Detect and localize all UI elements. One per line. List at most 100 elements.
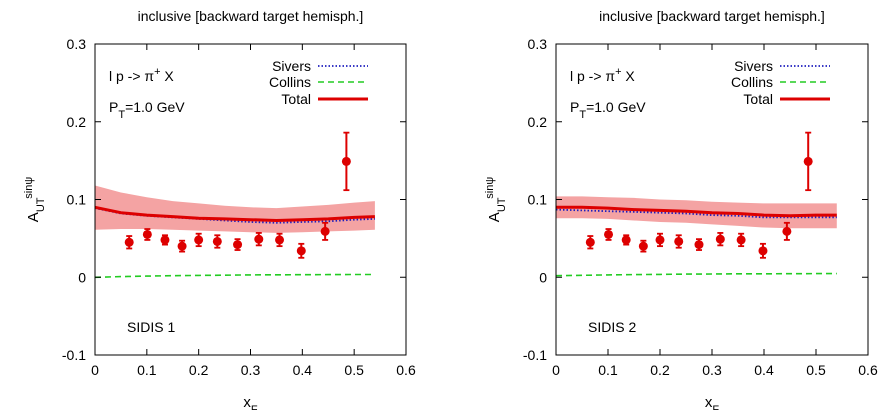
data-point	[296, 242, 306, 259]
data-point	[803, 131, 813, 192]
chart-panel-1: 0 0.1 0.2 0.3 0.4 0.5 0.6 -0.1 0 0.1 0.2 0.3 inclusi…	[23, 8, 416, 410]
x-tick-label: 0.6	[858, 362, 878, 378]
series-line-total	[556, 205, 837, 218]
data-marker	[233, 240, 243, 250]
y-tick-label: -0.1	[62, 347, 86, 363]
legend-item-collins: Collins	[269, 74, 368, 90]
data-marker	[638, 241, 648, 251]
data-point	[341, 131, 351, 192]
x-tick-label: 0.3	[702, 362, 722, 378]
data-marker	[275, 235, 285, 245]
legend-label: Sivers	[272, 58, 311, 74]
legend-item-total: Total	[281, 91, 368, 107]
data-marker	[212, 236, 222, 246]
x-tick-label: 0.6	[396, 362, 416, 378]
series-line-collins	[555, 272, 837, 277]
data-point	[758, 242, 768, 259]
data-marker	[758, 246, 768, 256]
data-point	[142, 228, 152, 241]
legend-label: Total	[281, 91, 311, 107]
y-tick-label: -0.1	[523, 347, 547, 363]
y-tick-label: 0	[539, 269, 547, 285]
y-tick-label: 0.1	[528, 192, 548, 208]
y-axis-label: AUTsinψ	[23, 177, 47, 223]
data-marker	[160, 235, 170, 245]
chart-title: inclusive [backward target hemisph.]	[138, 8, 364, 24]
data-marker	[715, 234, 725, 244]
dataset-label: SIDIS 2	[588, 319, 636, 335]
reaction-label: l p -> π+ X	[109, 66, 174, 84]
y-tick-label: 0.2	[67, 114, 87, 130]
data-marker	[320, 226, 330, 236]
data-point	[782, 221, 792, 241]
data-marker	[782, 226, 792, 236]
data-marker	[655, 235, 665, 245]
legend-item-sivers: Sivers	[734, 58, 830, 74]
legend-item-sivers: Sivers	[272, 58, 368, 74]
series-line-collins	[94, 273, 375, 279]
x-axis-label: xF	[243, 394, 258, 410]
data-marker	[194, 235, 204, 245]
series-line-total	[94, 205, 375, 223]
data-point	[233, 238, 243, 251]
data-point	[212, 234, 222, 249]
data-marker	[803, 156, 813, 166]
legend-item-total: Total	[743, 91, 830, 107]
x-tick-label: 0.2	[189, 362, 209, 378]
data-marker	[296, 246, 306, 256]
x-axis-label: xF	[705, 394, 720, 410]
data-marker	[341, 156, 351, 166]
data-point	[604, 228, 614, 241]
legend-label: Collins	[269, 74, 311, 90]
y-tick-label: 0.3	[528, 36, 548, 52]
y-tick-label: 0.3	[67, 36, 87, 52]
x-tick-label: 0	[552, 362, 560, 378]
x-tick-label: 0.1	[137, 362, 157, 378]
legend-label: Sivers	[734, 58, 773, 74]
x-tick-label: 0.5	[806, 362, 826, 378]
data-marker	[694, 240, 704, 250]
data-point	[715, 232, 725, 247]
data-point	[320, 221, 330, 241]
y-tick-label: 0.1	[67, 192, 87, 208]
data-point	[160, 234, 170, 246]
data-marker	[254, 234, 264, 244]
reaction-label: l p -> π+ X	[570, 66, 635, 84]
data-point	[177, 239, 187, 253]
data-marker	[124, 237, 134, 247]
data-point	[124, 235, 134, 250]
y-tick-label: 0	[78, 269, 86, 285]
y-tick-label: 0.2	[528, 114, 548, 130]
pt-label: PT=1.0 GeV	[109, 99, 185, 121]
chart-panel-2: 0 0.1 0.2 0.3 0.4 0.5 0.6 -0.1 0 0.1 0.2 0.3 inclusi…	[484, 8, 878, 410]
legend-label: Collins	[731, 74, 773, 90]
data-point	[585, 235, 595, 250]
data-point	[194, 232, 204, 248]
series-line-sivers	[555, 208, 837, 219]
x-tick-label: 0.4	[293, 362, 313, 378]
data-point	[254, 232, 264, 247]
data-marker	[736, 235, 746, 245]
data-point	[694, 238, 704, 251]
data-point	[736, 232, 746, 248]
x-tick-label: 0.4	[754, 362, 774, 378]
data-point	[655, 232, 665, 248]
uncertainty-band	[95, 185, 375, 233]
data-marker	[621, 235, 631, 245]
x-tick-label: 0.3	[241, 362, 261, 378]
legend-label: Total	[743, 91, 773, 107]
data-marker	[604, 229, 614, 239]
data-marker	[674, 236, 684, 246]
x-tick-label: 0.5	[344, 362, 364, 378]
series-line-sivers	[94, 207, 375, 224]
x-tick-label: 0.1	[598, 362, 618, 378]
dataset-label: SIDIS 1	[127, 319, 175, 335]
data-marker	[177, 241, 187, 251]
data-point	[674, 234, 684, 249]
x-tick-label: 0	[91, 362, 99, 378]
data-point	[638, 239, 648, 253]
y-axis-label: AUTsinψ	[484, 177, 508, 223]
